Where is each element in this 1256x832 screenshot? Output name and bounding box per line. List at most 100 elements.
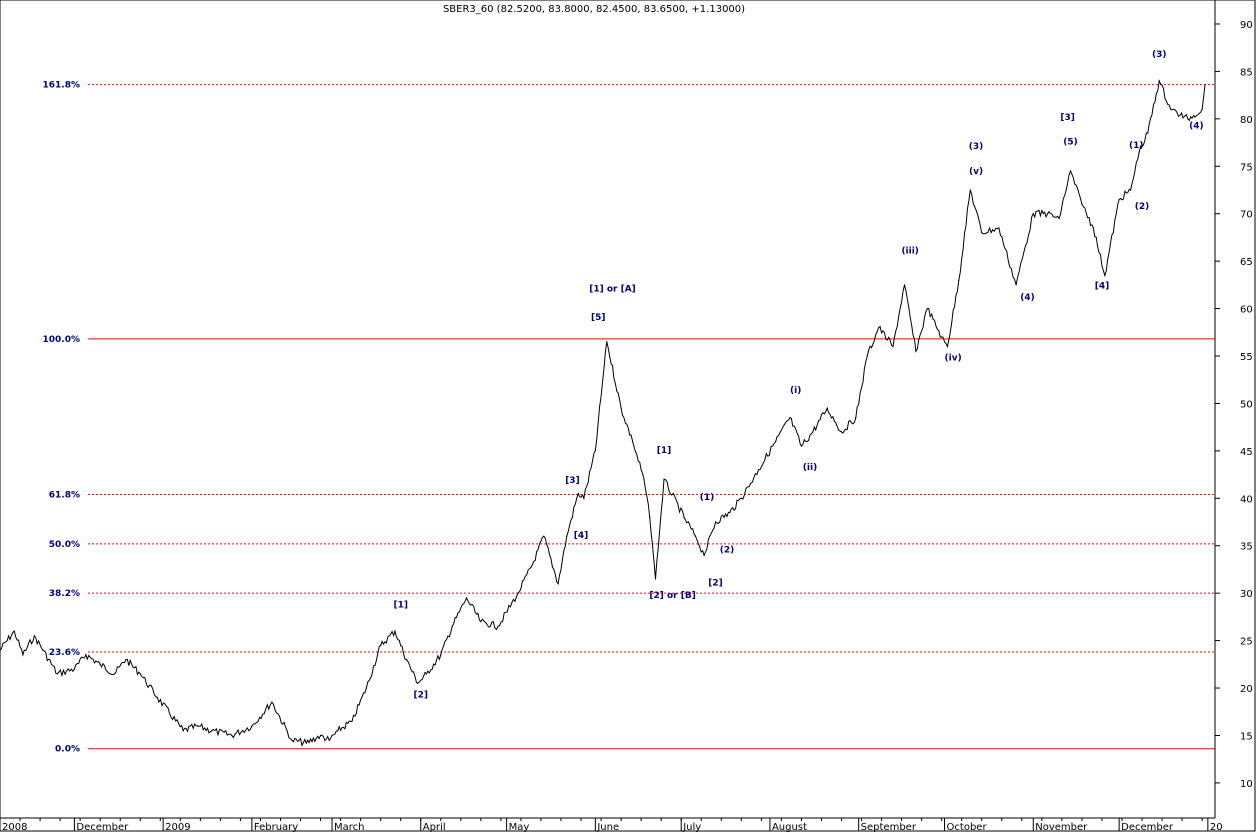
y-tick-label-16: 90 bbox=[1240, 20, 1253, 31]
price-point-71 bbox=[941, 336, 943, 338]
price-point-86 bbox=[1129, 189, 1132, 191]
y-tick-label-0: 10 bbox=[1240, 779, 1253, 790]
price-point-59 bbox=[789, 417, 791, 419]
price-point-21 bbox=[319, 734, 322, 737]
y-tick-label-15: 85 bbox=[1240, 67, 1253, 78]
price-point-79 bbox=[1046, 213, 1049, 215]
price-point-87 bbox=[1138, 151, 1140, 153]
price-point-83 bbox=[1092, 227, 1094, 229]
price-point-12 bbox=[156, 696, 159, 699]
x-tick-label-4: March bbox=[334, 822, 364, 832]
x-tick-label-2: 2009 bbox=[165, 822, 190, 832]
price-point-68 bbox=[903, 284, 906, 286]
x-tick-label-14: 20 bbox=[1210, 822, 1223, 832]
price-point-66 bbox=[878, 326, 880, 329]
price-point-72 bbox=[946, 345, 948, 348]
price-point-73 bbox=[958, 279, 960, 281]
price-point-13 bbox=[182, 730, 184, 732]
price-point-36 bbox=[517, 592, 519, 594]
price-point-1 bbox=[13, 630, 15, 632]
price-point-45 bbox=[620, 407, 622, 409]
price-point-50 bbox=[663, 478, 665, 480]
wave-label-18: [3] bbox=[1060, 113, 1075, 123]
x-tick-label-12: November bbox=[1035, 822, 1088, 832]
price-point-18 bbox=[271, 701, 273, 703]
y-tick-label-13: 75 bbox=[1240, 162, 1253, 173]
price-point-43 bbox=[594, 450, 596, 452]
price-point-28 bbox=[405, 658, 408, 661]
wave-label-22: (2) bbox=[1135, 202, 1150, 212]
price-point-69 bbox=[915, 350, 917, 352]
price-point-51 bbox=[683, 516, 685, 518]
price-point-29 bbox=[417, 682, 419, 684]
wave-label-11: (i) bbox=[790, 386, 801, 396]
wave-label-21: (1) bbox=[1129, 141, 1144, 151]
wave-label-19: (5) bbox=[1063, 137, 1078, 147]
price-point-10 bbox=[125, 658, 127, 661]
price-point-26 bbox=[380, 644, 382, 646]
x-tick-label-8: July bbox=[682, 822, 701, 832]
wave-label-3: [4] bbox=[574, 531, 589, 541]
price-point-56 bbox=[740, 497, 742, 499]
y-tick-label-10: 60 bbox=[1240, 305, 1253, 316]
fib-label-4: 38.2% bbox=[49, 589, 80, 599]
price-series bbox=[0, 79, 1206, 747]
price-point-82 bbox=[1081, 203, 1083, 205]
price-point-11 bbox=[139, 673, 141, 675]
wave-label-17: (4) bbox=[1020, 293, 1035, 303]
price-point-38 bbox=[543, 535, 545, 537]
price-point-61 bbox=[812, 431, 814, 433]
price-point-57 bbox=[757, 469, 760, 471]
wave-label-0: [1] bbox=[393, 600, 408, 610]
fib-label-5: 23.6% bbox=[49, 648, 80, 658]
price-point-8 bbox=[99, 663, 101, 665]
fib-level-lines: 161.8% 100.0% 61.8% 50.0% 38.2% 23.6% 0.0% bbox=[43, 81, 1215, 755]
price-point-23 bbox=[337, 730, 339, 732]
price-point-34 bbox=[480, 621, 482, 623]
price-point-70 bbox=[926, 307, 928, 310]
wave-label-6: [1] bbox=[657, 446, 672, 456]
price-point-55 bbox=[729, 511, 731, 514]
price-point-42 bbox=[583, 497, 585, 499]
price-point-5 bbox=[56, 673, 58, 675]
wave-label-16: (3) bbox=[969, 142, 984, 152]
y-tick-label-6: 40 bbox=[1240, 494, 1253, 505]
price-point-60 bbox=[800, 445, 803, 447]
price-point-2 bbox=[22, 654, 24, 656]
price-point-37 bbox=[531, 564, 533, 566]
price-point-74 bbox=[969, 189, 971, 191]
price-point-80 bbox=[1058, 217, 1060, 220]
price-point-92 bbox=[1201, 108, 1203, 110]
price-point-62 bbox=[826, 407, 828, 409]
y-tick-label-4: 30 bbox=[1240, 589, 1253, 600]
price-point-39 bbox=[557, 583, 559, 585]
price-point-64 bbox=[855, 417, 857, 419]
price-point-6 bbox=[73, 668, 76, 670]
price-point-41 bbox=[577, 492, 579, 495]
price-point-14 bbox=[196, 725, 199, 727]
y-tick-label-9: 55 bbox=[1240, 352, 1253, 363]
price-point-84 bbox=[1104, 274, 1106, 276]
x-tick-label-1: December bbox=[76, 822, 129, 832]
price-point-81 bbox=[1069, 170, 1072, 172]
x-tick-label-6: May bbox=[509, 822, 530, 832]
price-point-3 bbox=[33, 635, 35, 637]
wave-label-12: (ii) bbox=[803, 463, 817, 473]
price-point-93 bbox=[1204, 84, 1206, 86]
fib-label-3: 50.0% bbox=[49, 540, 80, 550]
x-tick-label-10: September bbox=[861, 822, 917, 832]
price-point-30 bbox=[425, 673, 428, 675]
wave-labels: [1] [2] [3] [4] [5] [1] or [A] [1] [2] or [B] (1… bbox=[393, 50, 1203, 700]
y-tick-label-14: 80 bbox=[1240, 115, 1253, 126]
price-point-49 bbox=[654, 578, 657, 580]
price-point-33 bbox=[465, 597, 468, 599]
price-point-52 bbox=[694, 535, 697, 537]
price-point-88 bbox=[1147, 132, 1149, 134]
price-point-75 bbox=[981, 232, 983, 234]
x-tick-label-11: October bbox=[947, 822, 988, 832]
x-tick-label-5: April bbox=[423, 822, 446, 832]
fib-label-2: 61.8% bbox=[49, 491, 80, 501]
price-point-35 bbox=[497, 625, 499, 627]
price-point-17 bbox=[251, 725, 253, 727]
